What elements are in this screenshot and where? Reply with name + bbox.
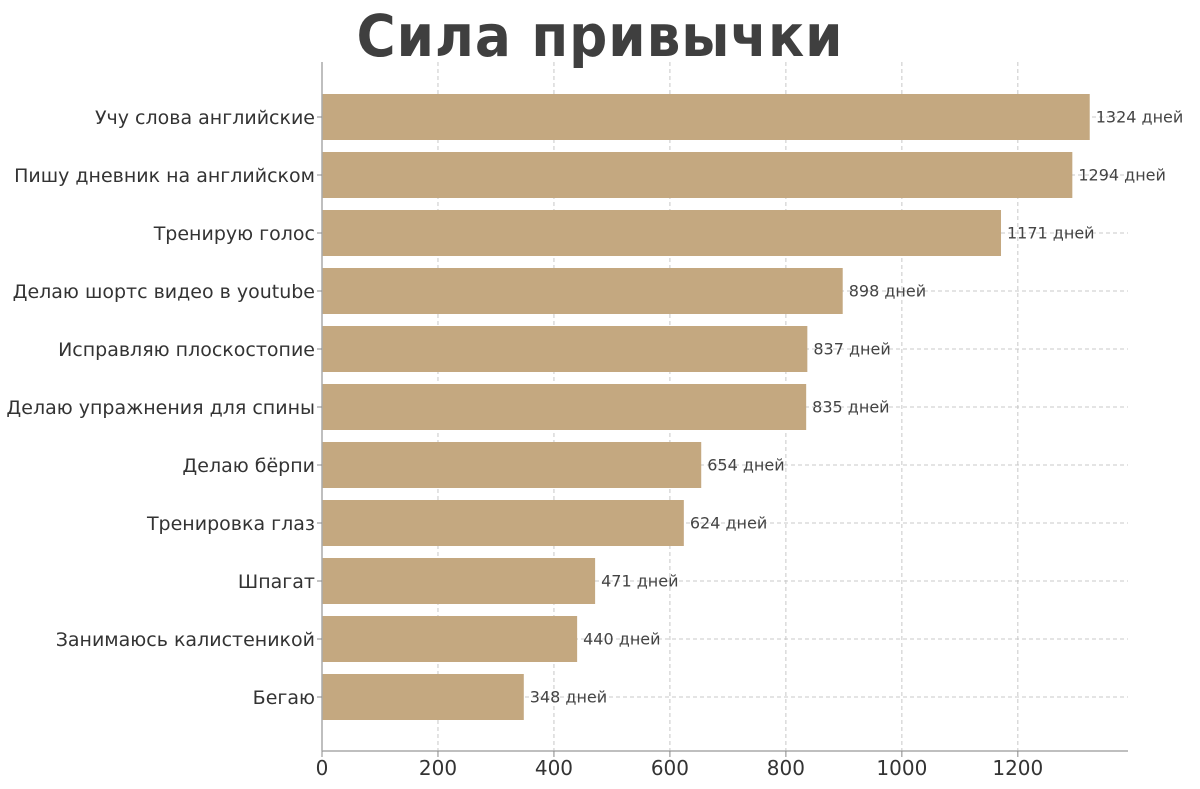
- category-label: Делаю бёрпи: [182, 455, 315, 477]
- labels: 1324 дней Учу слова английские 1294 дней Пи…: [6, 107, 1183, 780]
- bar: [322, 500, 684, 546]
- category-label: Делаю шортс видео в youtube: [13, 281, 315, 303]
- bar: [322, 152, 1073, 198]
- x-tick-label: 200: [419, 756, 457, 780]
- category-label: Исправляю плоскостопие: [58, 339, 315, 361]
- bar: [322, 384, 807, 430]
- x-tick-label: 800: [767, 756, 805, 780]
- x-tick-label: 400: [535, 756, 573, 780]
- bar-value-label: 471 дней: [601, 572, 678, 591]
- bar: [322, 674, 524, 720]
- bar: [322, 558, 596, 604]
- bar: [322, 94, 1090, 140]
- category-label: Делаю упражнения для спины: [6, 397, 315, 419]
- bar-value-label: 624 дней: [690, 514, 767, 533]
- x-tick-label: 0: [316, 756, 329, 780]
- category-label: Тренирую голос: [153, 223, 315, 245]
- category-label: Учу слова английские: [95, 107, 315, 129]
- category-label: Пишу дневник на английском: [14, 165, 315, 187]
- bar: [322, 326, 808, 372]
- x-tick-label: 1200: [992, 756, 1043, 780]
- bar-value-label: 440 дней: [583, 630, 660, 649]
- x-tick-label: 1000: [876, 756, 927, 780]
- bar-value-label: 835 дней: [812, 398, 889, 417]
- bars: [322, 94, 1090, 720]
- x-tick-label: 600: [651, 756, 689, 780]
- category-label: Занимаюсь калистеникой: [56, 629, 315, 651]
- chart-title: Сила привычки: [356, 2, 844, 70]
- bar: [322, 210, 1002, 256]
- category-label: Шпагат: [238, 571, 315, 593]
- bar-value-label: 898 дней: [849, 282, 926, 301]
- bar-value-label: 837 дней: [813, 340, 890, 359]
- bar-value-label: 1324 дней: [1096, 108, 1184, 127]
- bar-value-label: 1294 дней: [1078, 166, 1166, 185]
- category-label: Бегаю: [253, 687, 315, 709]
- bar: [322, 616, 578, 662]
- bar: [322, 442, 702, 488]
- category-label: Тренировка глаз: [146, 513, 315, 535]
- bar-value-label: 1171 дней: [1007, 224, 1095, 243]
- bar-value-label: 654 дней: [707, 456, 784, 475]
- axes: [317, 62, 1128, 757]
- bar: [322, 268, 843, 314]
- bar-value-label: 348 дней: [530, 688, 607, 707]
